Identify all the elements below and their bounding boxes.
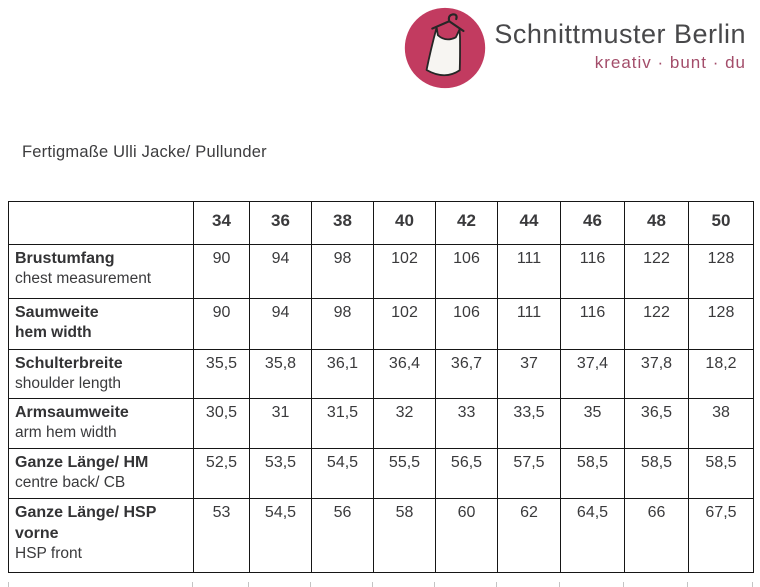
value-cell: 37,8: [624, 349, 689, 399]
value-cell: 64,5: [560, 497, 625, 573]
value-cell: 106: [435, 244, 498, 299]
value-cell: 32: [373, 397, 436, 449]
measurement-label: Schulterbreite shoulder length: [8, 349, 194, 399]
value-cell: 57,5: [497, 447, 561, 499]
brand-tagline: kreativ · bunt · du: [594, 53, 746, 73]
label-english: hem width: [15, 324, 92, 342]
brand-name: Schnittmuster Berlin: [494, 19, 746, 49]
measurement-label: Armsaumweite arm hem width: [8, 397, 194, 449]
value-cell: 90: [193, 298, 250, 350]
value-cell: 122: [624, 298, 689, 350]
value-cell: 116: [560, 298, 625, 350]
measurement-label: Brustumfang chest measurement: [8, 244, 194, 299]
value-cell: 30,5: [193, 397, 250, 449]
table-row: Ganze Länge/ HSP vorne HSP front 53 54,5…: [8, 497, 754, 573]
measurement-label: Ganze Länge/ HM centre back/ CB: [8, 447, 194, 499]
value-cell: 53: [193, 497, 250, 573]
label-english: arm hem width: [15, 423, 117, 441]
value-cell: 33: [435, 397, 498, 449]
label-english: HSP front: [15, 544, 82, 562]
page-title: Fertigmaße Ulli Jacke/ Pullunder: [22, 143, 267, 161]
size-col-header: 38: [311, 201, 374, 245]
value-cell: 111: [497, 298, 561, 350]
value-cell: 67,5: [688, 497, 754, 573]
value-cell: 102: [373, 244, 436, 299]
value-cell: 58,5: [624, 447, 689, 499]
value-cell: 36,7: [435, 349, 498, 399]
value-cell: 58: [373, 497, 436, 573]
value-cell: 106: [435, 298, 498, 350]
value-cell: 60: [435, 497, 498, 573]
value-cell: 116: [560, 244, 625, 299]
table-cutoff-row: [8, 582, 753, 587]
value-cell: 56,5: [435, 447, 498, 499]
size-col-header: 46: [560, 201, 625, 245]
table-row: Brustumfang chest measurement 90 94 98 1…: [8, 244, 754, 299]
value-cell: 35: [560, 397, 625, 449]
value-cell: 35,8: [249, 349, 312, 399]
value-cell: 58,5: [688, 447, 754, 499]
table-row: Saumweite hem width 90 94 98 102 106 111…: [8, 298, 754, 350]
brand-text-block: Schnittmuster Berlin kreativ · bunt · du: [494, 19, 746, 73]
value-cell: 62: [497, 497, 561, 573]
label-english: shoulder length: [15, 375, 121, 393]
size-col-header: 36: [249, 201, 312, 245]
dress-on-hanger-icon: [404, 7, 486, 89]
value-cell: 31: [249, 397, 312, 449]
brand-logo: [404, 7, 486, 89]
size-table: 34 36 38 40 42 44 46 48 50 Brustumfang c…: [8, 201, 754, 573]
measurement-label: Ganze Länge/ HSP vorne HSP front: [8, 497, 194, 573]
value-cell: 128: [688, 298, 754, 350]
value-cell: 94: [249, 298, 312, 350]
label-german: Ganze Länge/ HM: [15, 453, 149, 471]
value-cell: 18,2: [688, 349, 754, 399]
table-row: Armsaumweite arm hem width 30,5 31 31,5 …: [8, 397, 754, 449]
value-cell: 98: [311, 298, 374, 350]
label-german: Schulterbreite: [15, 355, 123, 372]
table-row: Schulterbreite shoulder length 35,5 35,8…: [8, 349, 754, 399]
value-cell: 36,1: [311, 349, 374, 399]
value-cell: 128: [688, 244, 754, 299]
value-cell: 56: [311, 497, 374, 573]
size-col-header: 48: [624, 201, 689, 245]
value-cell: 111: [497, 244, 561, 299]
value-cell: 90: [193, 244, 250, 299]
value-cell: 53,5: [249, 447, 312, 499]
value-cell: 36,4: [373, 349, 436, 399]
table-row: Ganze Länge/ HM centre back/ CB 52,5 53,…: [8, 447, 754, 499]
value-cell: 94: [249, 244, 312, 299]
label-english: centre back/ CB: [15, 473, 126, 491]
value-cell: 36,5: [624, 397, 689, 449]
label-german: Ganze Länge/ HSP vorne: [15, 503, 157, 542]
value-cell: 102: [373, 298, 436, 350]
size-col-header: 50: [688, 201, 754, 245]
size-col-header: 40: [373, 201, 436, 245]
value-cell: 31,5: [311, 397, 374, 449]
value-cell: 35,5: [193, 349, 250, 399]
value-cell: 33,5: [497, 397, 561, 449]
size-col-header: 44: [497, 201, 561, 245]
value-cell: 54,5: [311, 447, 374, 499]
empty-corner-cell: [8, 201, 194, 245]
value-cell: 55,5: [373, 447, 436, 499]
value-cell: 37: [497, 349, 561, 399]
value-cell: 58,5: [560, 447, 625, 499]
value-cell: 122: [624, 244, 689, 299]
value-cell: 38: [688, 397, 754, 449]
label-german: Brustumfang: [15, 250, 115, 267]
label-german: Armsaumweite: [15, 403, 129, 421]
value-cell: 37,4: [560, 349, 625, 399]
value-cell: 54,5: [249, 497, 312, 573]
label-german: Saumweite: [15, 304, 99, 321]
size-col-header: 34: [193, 201, 250, 245]
measurement-label: Saumweite hem width: [8, 298, 194, 350]
size-col-header: 42: [435, 201, 498, 245]
value-cell: 66: [624, 497, 689, 573]
label-english: chest measurement: [15, 270, 152, 288]
value-cell: 98: [311, 244, 374, 299]
value-cell: 52,5: [193, 447, 250, 499]
size-header-row: 34 36 38 40 42 44 46 48 50: [8, 201, 754, 245]
